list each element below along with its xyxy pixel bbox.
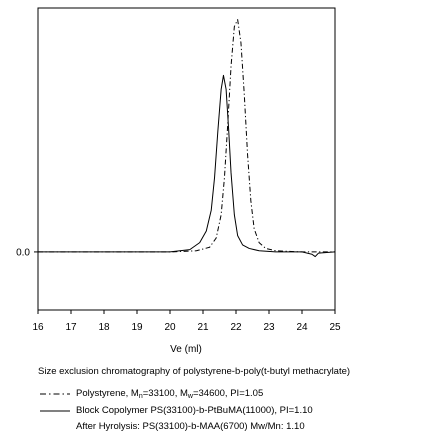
legend-label-copolymer: Block Copolymer PS(33100)-b-PtBuMA(11000… (76, 405, 313, 416)
plot-frame (37, 7, 336, 311)
legend-label-polystyrene: Polystyrene, Mn=33100, Mw=34600, PI=1.05 (76, 388, 264, 400)
legend-swatch-solid (40, 407, 70, 415)
chart-caption: Size exclusion chromatography of polysty… (38, 366, 351, 377)
x-tick-label-22: 22 (230, 322, 242, 333)
x-tick-label-20: 20 (164, 322, 176, 333)
series-line-block-copolymer (38, 74, 336, 258)
legend-swatch-dash-dot (40, 390, 70, 398)
series-layer (38, 19, 336, 258)
x-tick-label-17: 17 (65, 322, 77, 333)
x-axis-title: Ve (ml) (170, 344, 202, 355)
x-tick-label-18: 18 (98, 322, 110, 333)
x-tick-label-16: 16 (32, 322, 44, 333)
legend-item-copolymer: Block Copolymer PS(33100)-b-PtBuMA(11000… (40, 405, 313, 416)
y-tick-label: 0.0 (16, 247, 30, 258)
series-line-polystyrene (38, 19, 335, 253)
x-tick-label-25: 25 (329, 322, 341, 333)
x-axis-ticks: 16 17 18 19 20 21 22 23 24 25 (32, 310, 341, 333)
x-tick-label-21: 21 (197, 322, 209, 333)
x-tick-label-24: 24 (296, 322, 308, 333)
legend-hydrolysis-note: After Hyrolysis: PS(33100)-b-MAA(6700) M… (76, 421, 305, 432)
legend-item-polystyrene: Polystyrene, Mn=33100, Mw=34600, PI=1.05 (40, 388, 263, 400)
x-tick-label-19: 19 (131, 322, 143, 333)
y-axis-ticks: 0.0 (16, 247, 38, 258)
x-tick-label-23: 23 (263, 322, 275, 333)
